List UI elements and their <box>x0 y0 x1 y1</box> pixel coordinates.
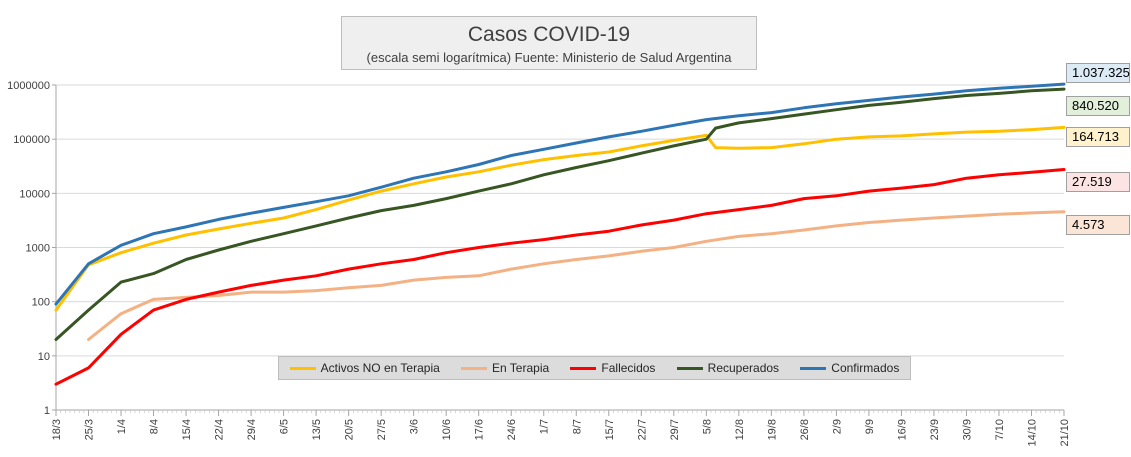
series-line-activos-no-en-terapia <box>54 125 1066 312</box>
x-tick-label: 27/5 <box>376 419 388 440</box>
legend-label-recuperados: Recuperados <box>707 361 780 375</box>
x-tick-label: 29/7 <box>669 419 681 440</box>
x-tick-label: 29/4 <box>246 419 258 440</box>
x-tick-label: 14/10 <box>1026 419 1038 447</box>
legend-swatch-terapia <box>461 366 488 370</box>
x-tick-label: 10/6 <box>441 419 453 440</box>
legend-item-terapia: En Terapia <box>461 361 549 375</box>
y-tick-label: 10000 <box>19 188 50 200</box>
x-tick-label: 21/10 <box>1059 419 1071 447</box>
x-tick-label: 30/9 <box>961 419 973 440</box>
legend-swatch-recuperados <box>676 366 703 370</box>
end-label-confirmados: 1.037.325 <box>1066 63 1130 83</box>
legend-item-activos: Activos NO en Terapia <box>289 361 440 375</box>
y-tick-label: 10 <box>38 351 50 363</box>
end-label-terapia: 4.573 <box>1066 215 1130 235</box>
legend-swatch-activos <box>289 366 316 370</box>
y-tick-label: 1 <box>44 405 50 417</box>
series-line-confirmados <box>54 82 1066 306</box>
x-tick-label: 20/5 <box>344 419 356 440</box>
x-tick-label: 13/5 <box>311 419 323 440</box>
x-tick-label: 18/3 <box>51 419 63 440</box>
x-tick-label: 1/7 <box>539 419 551 434</box>
x-tick-label: 2/9 <box>831 419 843 434</box>
y-tick-label: 100000 <box>13 134 50 146</box>
x-tick-label: 24/6 <box>506 419 518 440</box>
x-tick-label: 8/7 <box>571 419 583 434</box>
end-label-recuperados: 840.520 <box>1066 96 1130 116</box>
legend-swatch-fallecidos <box>570 366 597 370</box>
chart-legend: Activos NO en Terapia En Terapia Falleci… <box>278 356 911 380</box>
x-axis: 18/3 25/3 1/4 8/4 15/4 22/4 29/4 6/5 13/5 20/5 27/… <box>51 409 1071 447</box>
y-tick-label: 100 <box>32 297 50 309</box>
legend-label-activos: Activos NO en Terapia <box>320 361 440 375</box>
x-tick-label: 7/10 <box>994 419 1006 440</box>
x-tick-label: 23/9 <box>929 419 941 440</box>
chart-title: Casos COVID-19 <box>467 23 631 46</box>
x-tick-label: 6/5 <box>279 419 291 434</box>
chart-title-box: Casos COVID-19 (escala semi logarítmica)… <box>341 16 757 70</box>
x-tick-label: 25/3 <box>84 419 96 440</box>
x-tick-label: 26/8 <box>799 419 811 440</box>
x-tick-label: 22/7 <box>636 419 648 440</box>
legend-label-confirmados: Confirmados <box>831 361 900 375</box>
y-tick-label: 1000 <box>26 243 50 255</box>
x-tick-label: 19/8 <box>766 419 778 440</box>
end-label-fallecidos: 27.519 <box>1066 172 1130 192</box>
x-tick-label: 12/8 <box>734 419 746 440</box>
end-label-activos: 164.713 <box>1066 127 1130 147</box>
legend-label-fallecidos: Fallecidos <box>601 361 656 375</box>
series-line-en-terapia <box>87 210 1066 341</box>
chart-subtitle: (escala semi logarítmica) Fuente: Minist… <box>366 50 732 65</box>
x-tick-label: 15/7 <box>604 419 616 440</box>
series-lines <box>54 82 1066 386</box>
legend-swatch-confirmados <box>800 366 827 370</box>
y-axis: 1 10 100 1000 10000 100000 1000000 <box>7 80 57 417</box>
x-tick-label: 16/9 <box>896 419 908 440</box>
y-tick-label: 1000000 <box>7 80 50 92</box>
series-line-recuperados <box>54 87 1066 341</box>
x-tick-label: 3/6 <box>409 419 421 434</box>
legend-item-fallecidos: Fallecidos <box>570 361 655 375</box>
series-line-fallecidos <box>54 168 1066 386</box>
x-tick-label: 5/8 <box>701 419 713 434</box>
x-tick-label: 9/9 <box>864 419 876 434</box>
x-tick-label: 1/4 <box>116 419 128 434</box>
x-tick-label: 8/4 <box>149 419 161 434</box>
x-tick-label: 22/4 <box>214 419 226 440</box>
legend-item-confirmados: Confirmados <box>800 361 899 375</box>
legend-label-terapia: En Terapia <box>492 361 550 375</box>
legend-item-recuperados: Recuperados <box>676 361 780 375</box>
x-tick-label: 15/4 <box>181 419 193 440</box>
x-tick-label: 17/6 <box>474 419 486 440</box>
